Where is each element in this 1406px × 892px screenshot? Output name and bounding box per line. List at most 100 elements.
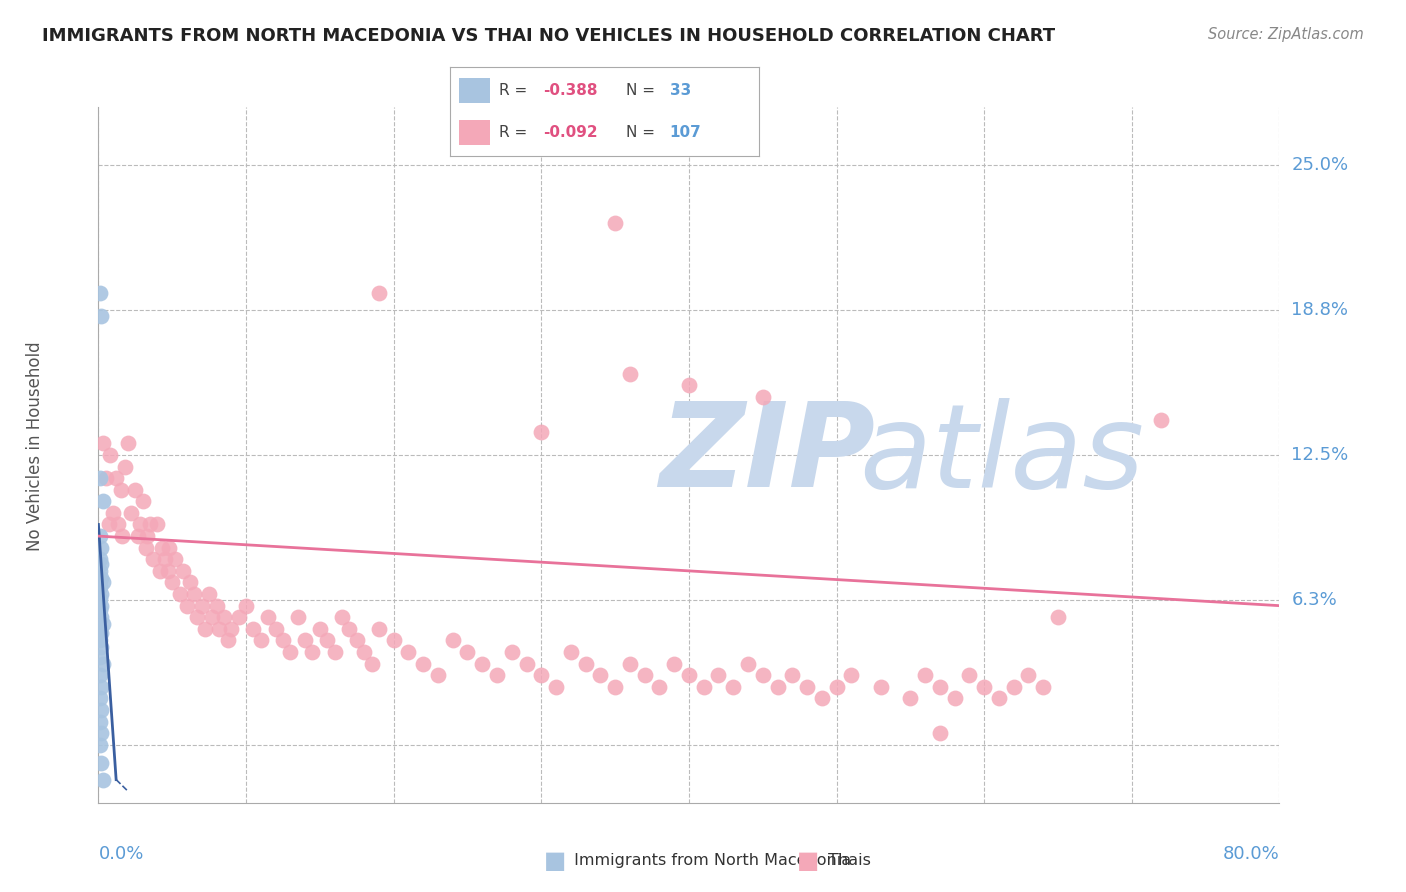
Point bbox=[156, 564, 179, 578]
Point bbox=[90, 726, 112, 740]
Point bbox=[737, 657, 759, 671]
Point bbox=[90, 626, 112, 640]
Point bbox=[169, 587, 191, 601]
FancyBboxPatch shape bbox=[460, 120, 491, 145]
Point bbox=[264, 622, 287, 636]
Point bbox=[120, 506, 142, 520]
Point bbox=[648, 680, 671, 694]
Point bbox=[90, 557, 112, 571]
Point bbox=[114, 459, 136, 474]
Point bbox=[208, 622, 231, 636]
Point bbox=[330, 610, 353, 624]
Text: -0.092: -0.092 bbox=[543, 126, 598, 140]
Point bbox=[323, 645, 346, 659]
Point bbox=[839, 668, 862, 682]
Point bbox=[90, 756, 112, 771]
Point bbox=[90, 610, 112, 624]
Point bbox=[412, 657, 434, 671]
Text: -0.388: -0.388 bbox=[543, 83, 598, 97]
Point bbox=[619, 657, 641, 671]
Point bbox=[456, 645, 478, 659]
Text: IMMIGRANTS FROM NORTH MACEDONIA VS THAI NO VEHICLES IN HOUSEHOLD CORRELATION CHA: IMMIGRANTS FROM NORTH MACEDONIA VS THAI … bbox=[42, 27, 1056, 45]
Point bbox=[150, 541, 173, 555]
Text: R =: R = bbox=[499, 83, 527, 97]
Point bbox=[146, 517, 169, 532]
Point bbox=[914, 668, 936, 682]
Point bbox=[89, 529, 111, 543]
Point bbox=[368, 285, 391, 300]
Point bbox=[91, 657, 114, 671]
Point bbox=[721, 680, 744, 694]
Point bbox=[205, 599, 228, 613]
Point bbox=[165, 552, 187, 566]
Point bbox=[1046, 610, 1069, 624]
Point bbox=[157, 541, 180, 555]
Point bbox=[250, 633, 273, 648]
Point bbox=[751, 390, 773, 404]
Point bbox=[257, 610, 280, 624]
Point bbox=[605, 680, 627, 694]
Text: 25.0%: 25.0% bbox=[1291, 156, 1348, 174]
Point bbox=[928, 726, 950, 740]
Point bbox=[441, 633, 464, 648]
Text: ■: ■ bbox=[544, 849, 567, 872]
Point bbox=[217, 633, 239, 648]
Text: 107: 107 bbox=[669, 126, 702, 140]
Point bbox=[973, 680, 995, 694]
Point bbox=[132, 494, 155, 508]
Point bbox=[693, 680, 716, 694]
Point bbox=[294, 633, 316, 648]
Point bbox=[664, 657, 686, 671]
Point bbox=[90, 680, 112, 694]
Point bbox=[530, 425, 553, 439]
Point bbox=[194, 622, 217, 636]
Point bbox=[678, 378, 700, 392]
Point bbox=[796, 680, 818, 694]
Point bbox=[501, 645, 523, 659]
Point bbox=[353, 645, 375, 659]
Point bbox=[1002, 680, 1025, 694]
Point bbox=[89, 603, 111, 617]
Text: 80.0%: 80.0% bbox=[1223, 845, 1279, 863]
Text: N =: N = bbox=[626, 83, 655, 97]
Text: R =: R = bbox=[499, 126, 527, 140]
Point bbox=[782, 668, 804, 682]
Point bbox=[98, 448, 121, 462]
Point bbox=[89, 580, 111, 594]
Point bbox=[219, 622, 242, 636]
Point bbox=[186, 610, 208, 624]
Point bbox=[89, 668, 111, 682]
Point bbox=[271, 633, 294, 648]
Text: Source: ZipAtlas.com: Source: ZipAtlas.com bbox=[1208, 27, 1364, 42]
Point bbox=[316, 633, 339, 648]
Text: 33: 33 bbox=[669, 83, 690, 97]
Point bbox=[90, 640, 112, 655]
Point bbox=[162, 575, 183, 590]
Point bbox=[242, 622, 264, 636]
Point bbox=[139, 517, 162, 532]
Point bbox=[142, 552, 165, 566]
Point bbox=[825, 680, 848, 694]
Point bbox=[135, 541, 157, 555]
Point bbox=[97, 517, 120, 532]
Point bbox=[179, 575, 201, 590]
Point bbox=[127, 529, 149, 543]
Point bbox=[678, 668, 700, 682]
Point bbox=[89, 738, 111, 752]
Point bbox=[103, 506, 125, 520]
Point bbox=[235, 599, 257, 613]
Point bbox=[287, 610, 309, 624]
Point bbox=[91, 436, 114, 450]
Point bbox=[89, 591, 111, 606]
Text: ZIP: ZIP bbox=[659, 398, 876, 512]
Point bbox=[117, 436, 139, 450]
Point bbox=[301, 645, 323, 659]
Point bbox=[959, 668, 981, 682]
Point bbox=[396, 645, 419, 659]
Point bbox=[89, 714, 111, 729]
Point bbox=[943, 691, 966, 706]
Point bbox=[228, 610, 250, 624]
Point bbox=[515, 657, 537, 671]
Text: atlas: atlas bbox=[859, 398, 1143, 512]
Point bbox=[382, 633, 405, 648]
